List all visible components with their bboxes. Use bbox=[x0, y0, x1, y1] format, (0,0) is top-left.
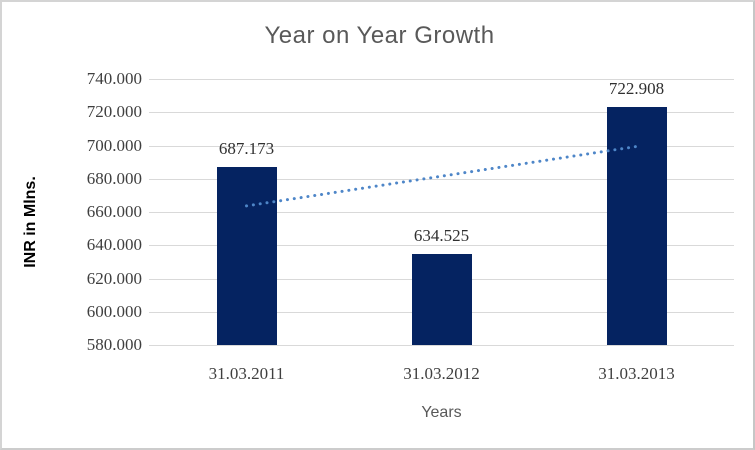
gridline bbox=[149, 245, 734, 247]
y-tick-label: 640.000 bbox=[86, 235, 142, 255]
gridline bbox=[149, 178, 734, 180]
y-tick-label: 580.000 bbox=[86, 335, 142, 354]
y-tick-label: 660.000 bbox=[86, 202, 142, 221]
gridline bbox=[149, 145, 734, 147]
bar-31.03.2011 bbox=[216, 166, 277, 345]
gridline bbox=[149, 345, 734, 346]
y-tick-label: 620.000 bbox=[86, 268, 142, 288]
y-tick-label: 720.000 bbox=[86, 102, 142, 122]
x-axis-title: Years bbox=[421, 404, 462, 421]
x-tick-label: 31.03.2011 bbox=[208, 364, 285, 383]
y-axis-title-label: INR in Mlns. bbox=[22, 176, 39, 268]
gridline bbox=[149, 112, 734, 114]
x-tick-label: 31.03.2012 bbox=[403, 364, 480, 383]
y-tick-label: 700.000 bbox=[86, 135, 142, 155]
trendline bbox=[245, 145, 638, 208]
gridline bbox=[149, 212, 734, 213]
bar-31.03.2012 bbox=[411, 254, 472, 345]
y-tick-label: 740.000 bbox=[86, 69, 142, 88]
data-label: 687.173 bbox=[218, 138, 275, 158]
chart-title: Year on Year Growth bbox=[264, 22, 495, 49]
data-label: 634.525 bbox=[413, 226, 470, 246]
gridline bbox=[149, 79, 734, 80]
plot-area bbox=[149, 79, 734, 346]
data-label: 722.908 bbox=[608, 79, 665, 99]
y-tick-label: 600.000 bbox=[86, 301, 142, 321]
y-tick-label: 680.000 bbox=[86, 168, 142, 188]
x-tick-label: 31.03.2013 bbox=[598, 364, 675, 383]
